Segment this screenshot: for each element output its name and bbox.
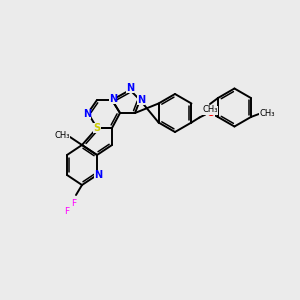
- Text: CH₃: CH₃: [54, 131, 70, 140]
- Text: O: O: [206, 107, 214, 118]
- Text: CH₃: CH₃: [202, 106, 218, 115]
- Text: N: N: [137, 95, 145, 105]
- Text: CH₃: CH₃: [259, 110, 275, 118]
- Text: N: N: [94, 170, 102, 180]
- Text: F: F: [64, 206, 70, 215]
- Text: S: S: [93, 123, 100, 133]
- Text: F: F: [71, 199, 76, 208]
- Text: N: N: [126, 83, 134, 93]
- Text: N: N: [109, 94, 117, 104]
- Text: N: N: [83, 109, 91, 119]
